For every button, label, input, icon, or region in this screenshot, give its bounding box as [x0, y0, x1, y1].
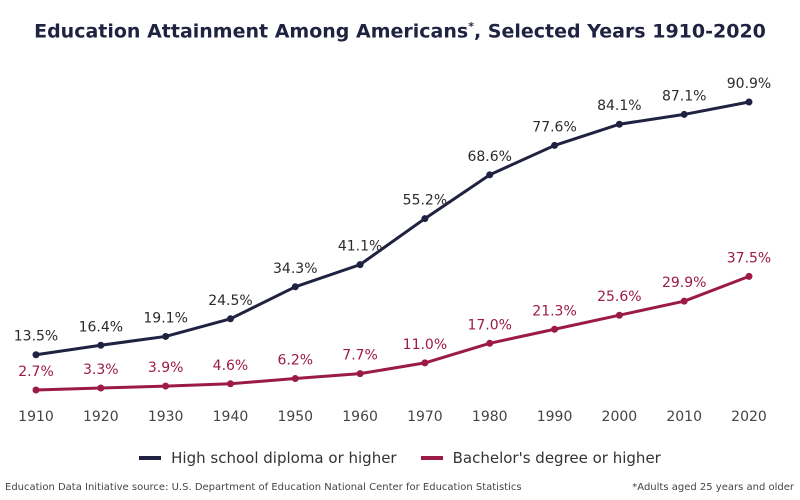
- data-label: 2.7%: [18, 364, 54, 380]
- data-label: 7.7%: [342, 348, 378, 364]
- data-label: 4.6%: [213, 358, 249, 374]
- data-label: 21.3%: [532, 303, 576, 319]
- data-label: 25.6%: [597, 289, 641, 305]
- x-tick-label: 1940: [213, 409, 249, 425]
- data-point: [226, 315, 234, 323]
- x-tick-label: 1970: [407, 409, 443, 425]
- data-point: [32, 386, 40, 394]
- legend-swatch: [139, 456, 162, 460]
- title-suffix: , Selected Years 1910-2020: [473, 20, 766, 43]
- x-tick-label: 1930: [148, 409, 184, 425]
- data-label: 29.9%: [662, 275, 706, 291]
- x-tick-label: 1920: [83, 409, 119, 425]
- data-point: [162, 332, 170, 340]
- source-note: Education Data Initiative source: U.S. D…: [5, 482, 522, 493]
- data-point: [680, 297, 688, 305]
- x-tick-label: 2010: [666, 409, 702, 425]
- data-label: 24.5%: [208, 293, 252, 309]
- data-point: [745, 98, 753, 106]
- title-text: Education Attainment Among Americans: [34, 20, 469, 43]
- data-point: [291, 375, 299, 383]
- legend: High school diploma or higher Bachelor's…: [0, 449, 800, 467]
- x-tick-label: 1960: [342, 409, 378, 425]
- x-tick-label: 1990: [537, 409, 573, 425]
- data-label: 87.1%: [662, 88, 706, 104]
- title-asterisk: *: [468, 20, 474, 33]
- data-point: [680, 110, 688, 118]
- data-label: 37.5%: [727, 250, 771, 266]
- data-label: 55.2%: [403, 193, 447, 209]
- data-point: [551, 141, 559, 149]
- data-label: 90.9%: [727, 76, 771, 92]
- data-point: [291, 283, 299, 291]
- legend-swatch: [420, 456, 443, 460]
- data-label: 16.4%: [79, 319, 123, 335]
- data-point: [615, 120, 623, 128]
- x-tick-label: 1980: [472, 409, 508, 425]
- x-tick-label: 2000: [602, 409, 638, 425]
- footnote: *Adults aged 25 years and older: [632, 482, 794, 493]
- data-label: 41.1%: [338, 239, 382, 255]
- data-point: [551, 325, 559, 333]
- data-point: [97, 384, 105, 392]
- legend-item-bachelors[interactable]: Bachelor's degree or higher: [420, 449, 661, 467]
- data-point: [226, 380, 234, 388]
- series-line: [35, 100, 750, 357]
- data-label: 84.1%: [597, 98, 641, 114]
- data-point: [421, 215, 429, 223]
- data-point: [486, 171, 494, 179]
- data-label: 77.6%: [532, 119, 576, 135]
- x-tick-label: 1910: [18, 409, 54, 425]
- data-label: 68.6%: [467, 149, 511, 165]
- data-point: [97, 341, 105, 349]
- data-label: 11.0%: [403, 337, 447, 353]
- data-label: 3.9%: [148, 360, 184, 376]
- x-tick-label: 2020: [731, 409, 767, 425]
- data-point: [356, 261, 364, 269]
- data-point: [486, 339, 494, 347]
- data-label: 17.0%: [467, 317, 511, 333]
- data-point: [615, 311, 623, 319]
- legend-label: High school diploma or higher: [171, 449, 397, 467]
- chart-title: Education Attainment Among Americans*, S…: [0, 20, 800, 42]
- data-point: [421, 359, 429, 367]
- data-label: 19.1%: [143, 310, 187, 326]
- data-point: [745, 272, 753, 280]
- data-label: 6.2%: [277, 353, 313, 369]
- data-point: [356, 370, 364, 378]
- x-tick-label: 1950: [277, 409, 313, 425]
- data-point: [32, 351, 40, 359]
- data-label: 34.3%: [273, 261, 317, 277]
- data-point: [162, 382, 170, 390]
- data-label: 3.3%: [83, 362, 119, 378]
- series-line: [35, 274, 750, 392]
- data-label: 13.5%: [14, 329, 58, 345]
- legend-label: Bachelor's degree or higher: [452, 449, 661, 467]
- legend-item-high-school[interactable]: High school diploma or higher: [139, 449, 397, 467]
